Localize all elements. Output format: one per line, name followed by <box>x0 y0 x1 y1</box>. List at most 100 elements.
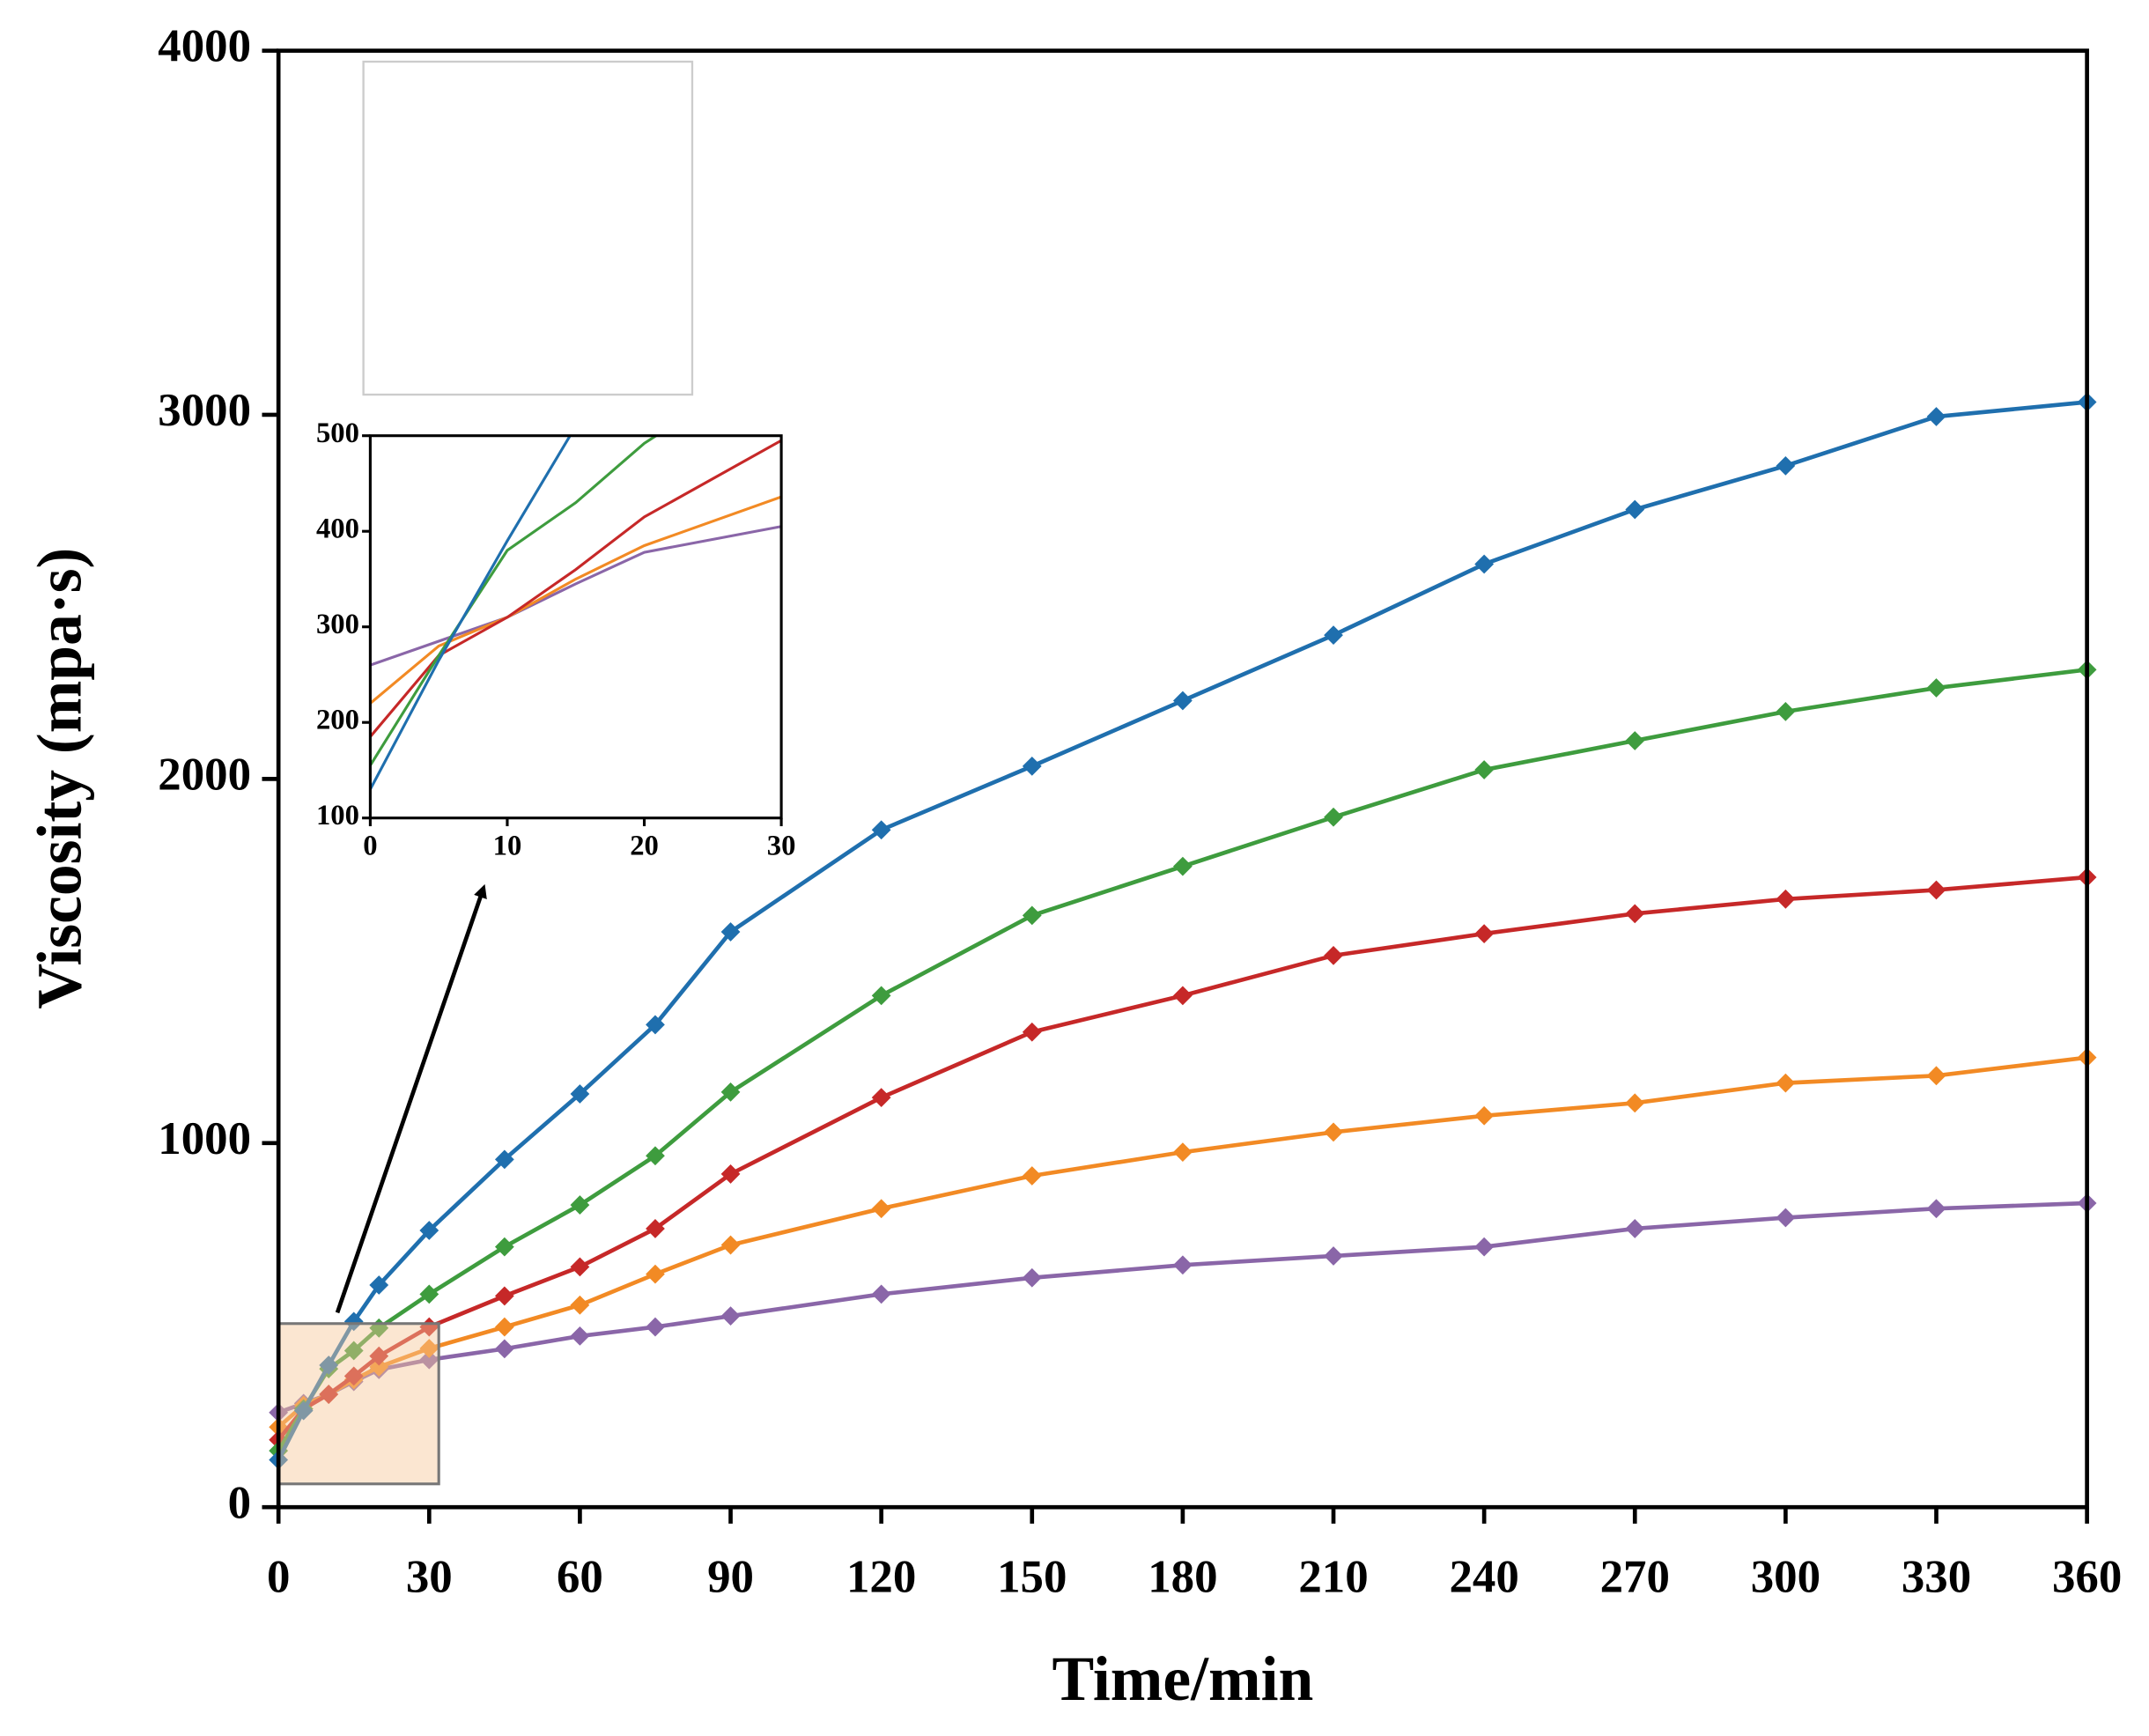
plot-frame <box>276 48 2089 1510</box>
x-tick-label: 180 <box>1148 1551 1217 1602</box>
data-point <box>1474 1237 1495 1257</box>
y-tick-label: 3000 <box>158 385 251 436</box>
data-point <box>720 1082 741 1102</box>
data-point <box>293 1400 314 1421</box>
data-point <box>871 1199 891 1219</box>
inset-x-tick-label: 30 <box>767 830 796 861</box>
inset-frame <box>368 434 783 820</box>
data-point <box>1776 889 1796 909</box>
data-point <box>1926 1199 1946 1219</box>
data-point <box>720 1235 741 1255</box>
data-point <box>1776 1208 1796 1228</box>
data-point <box>1173 1255 1193 1275</box>
data-point <box>646 1146 665 1166</box>
data-point <box>1173 986 1193 1006</box>
data-point <box>1022 757 1042 776</box>
data-point <box>419 1349 439 1370</box>
data-point <box>1926 407 1946 426</box>
inset-x-tick-label: 10 <box>493 830 522 861</box>
inset: 0 10 20 30 100 200 300 400 500 <box>316 417 796 861</box>
data-point <box>871 820 891 840</box>
x-tick-label: 240 <box>1449 1551 1518 1602</box>
y-tick-label: 0 <box>228 1477 251 1528</box>
data-point <box>1173 1142 1193 1163</box>
data-point <box>1474 554 1495 574</box>
data-point <box>871 986 891 1006</box>
data-point <box>369 1346 389 1366</box>
data-point <box>1324 807 1343 827</box>
x-axis-title: Time/min <box>1052 1644 1313 1714</box>
data-point <box>1625 1219 1645 1238</box>
data-point <box>1173 856 1193 876</box>
inset-y-tick-label: 500 <box>316 417 359 449</box>
data-point <box>1324 945 1343 965</box>
x-tick-label: 30 <box>406 1551 453 1602</box>
y-tick-label: 4000 <box>158 21 251 72</box>
data-point <box>1926 678 1946 698</box>
data-point <box>1173 691 1193 711</box>
inset-y-tick-label: 400 <box>316 513 359 545</box>
series-line <box>370 495 782 705</box>
data-point <box>1625 904 1645 924</box>
data-point <box>494 1237 514 1257</box>
y-tick-label: 2000 <box>158 750 251 801</box>
data-point <box>570 1326 590 1346</box>
series-line <box>370 435 572 790</box>
legend <box>362 60 694 396</box>
data-point <box>720 1164 741 1184</box>
data-point <box>720 1306 741 1326</box>
inset-y-tick-label: 100 <box>316 800 359 831</box>
data-point <box>1776 702 1796 721</box>
zoom-arrow <box>335 883 487 1314</box>
data-point <box>1022 905 1042 926</box>
data-point <box>494 1339 514 1359</box>
x-tick-label: 90 <box>707 1551 754 1602</box>
data-point <box>646 1317 665 1337</box>
data-point <box>494 1317 514 1337</box>
data-point <box>1324 625 1343 645</box>
x-tick-label: 60 <box>557 1551 603 1602</box>
x-tick-label: 330 <box>1902 1551 1971 1602</box>
data-point <box>419 1339 439 1358</box>
inset-x-tick-label: 0 <box>363 830 377 861</box>
data-point <box>494 1286 514 1306</box>
x-tick-label: 210 <box>1298 1551 1368 1602</box>
data-point <box>1474 924 1495 943</box>
x-tick-label: 120 <box>846 1551 916 1602</box>
data-point <box>1022 1267 1042 1288</box>
zoom-region <box>277 1322 440 1486</box>
inset-background <box>370 435 782 818</box>
data-point <box>1474 1105 1495 1126</box>
x-tick-label: 300 <box>1751 1551 1820 1602</box>
data-point <box>570 1257 590 1277</box>
inset-x-tick-label: 20 <box>630 830 659 861</box>
x-tick-label: 270 <box>1600 1551 1670 1602</box>
data-point <box>369 1275 389 1295</box>
data-point <box>419 1317 439 1337</box>
data-point <box>343 1341 364 1361</box>
data-point <box>1926 1066 1946 1086</box>
inset-y-tick-label: 300 <box>316 609 359 640</box>
data-point <box>1625 731 1645 750</box>
data-point <box>1022 1166 1042 1186</box>
data-point <box>646 1264 665 1284</box>
data-point <box>1926 880 1946 900</box>
data-point <box>720 922 741 942</box>
inset-y-tick-label: 200 <box>316 705 359 736</box>
data-point <box>1324 1246 1343 1266</box>
data-point <box>871 1284 891 1304</box>
data-point <box>1022 1022 1042 1042</box>
data-point <box>871 1088 891 1108</box>
x-tick-label: 0 <box>267 1551 290 1602</box>
data-point <box>1776 1073 1796 1093</box>
y-tick-label: 1000 <box>158 1113 251 1164</box>
x-tick-label: 360 <box>2052 1551 2122 1602</box>
data-point <box>1474 760 1495 779</box>
data-point <box>1625 499 1645 520</box>
data-point <box>1625 1093 1645 1113</box>
data-point <box>343 1366 364 1386</box>
series-line <box>370 525 782 667</box>
data-point <box>646 1219 665 1238</box>
data-point <box>1324 1122 1343 1142</box>
